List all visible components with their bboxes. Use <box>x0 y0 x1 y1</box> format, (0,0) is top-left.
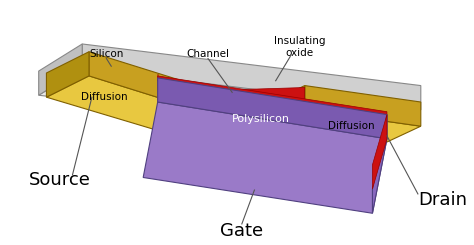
Text: Diffusion: Diffusion <box>81 92 128 102</box>
Text: Silicon: Silicon <box>89 49 124 59</box>
Text: Insulating
oxide: Insulating oxide <box>274 36 326 58</box>
Polygon shape <box>158 78 387 139</box>
Text: Source: Source <box>29 171 91 189</box>
Polygon shape <box>39 44 82 95</box>
Polygon shape <box>373 115 387 213</box>
Polygon shape <box>158 76 387 117</box>
Polygon shape <box>143 102 387 213</box>
Polygon shape <box>213 87 305 115</box>
Polygon shape <box>305 86 421 126</box>
Polygon shape <box>46 52 89 97</box>
Text: Gate: Gate <box>220 222 264 240</box>
Text: Drain: Drain <box>418 191 467 209</box>
Text: Polysilicon: Polysilicon <box>232 114 290 124</box>
Polygon shape <box>39 68 421 134</box>
Polygon shape <box>169 112 305 134</box>
Polygon shape <box>89 52 213 115</box>
Text: Diffusion: Diffusion <box>328 121 374 131</box>
Polygon shape <box>373 115 387 189</box>
Polygon shape <box>261 86 305 131</box>
Polygon shape <box>82 44 421 110</box>
Polygon shape <box>261 110 421 147</box>
Polygon shape <box>46 76 213 134</box>
Text: Channel: Channel <box>186 49 229 59</box>
